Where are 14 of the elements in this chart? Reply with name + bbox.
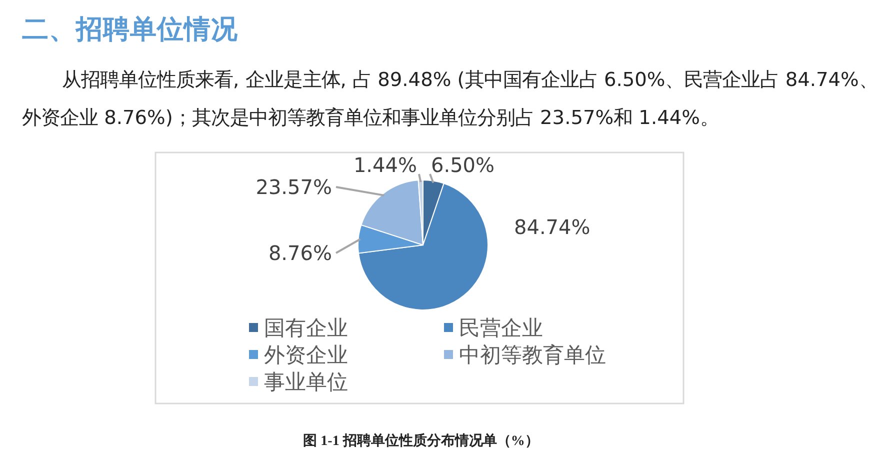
legend-label: 国有企业 (264, 316, 348, 340)
legend-label: 事业单位 (264, 370, 348, 394)
legend-label: 民营企业 (459, 316, 543, 340)
legend-label: 外资企业 (264, 343, 348, 367)
legend-label: 中初等教育单位 (459, 343, 606, 367)
data-label: 8.76% (268, 241, 332, 265)
chart-title: 二、招聘单位情况 (22, 13, 238, 47)
data-label: 1.44% (353, 153, 417, 177)
data-label: 23.57% (256, 175, 332, 199)
pie-slice (358, 182, 488, 310)
caption: 图 1-1 招聘单位性质分布情况单（%） (302, 432, 540, 450)
data-label: 84.74% (514, 215, 590, 239)
data-label: 6.50% (431, 153, 495, 177)
chart-subtitle: 从招聘单位性质来看, 企业是主体, 占 89.48% (其中国有企业占 6.50%、民营企业占 84.74%、外资企业 8.76%)；其次是中初等教育单位和事业单位分别占 23.57%和 1.44%。 (22, 67, 879, 131)
